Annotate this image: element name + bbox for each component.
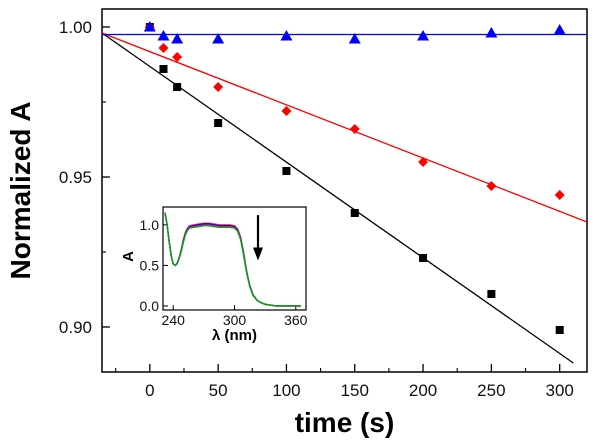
x-tick-label: 150 xyxy=(341,381,369,400)
data-point xyxy=(159,65,168,73)
data-point xyxy=(281,106,292,116)
x-tick-label: 50 xyxy=(209,381,228,400)
x-tick-label: 200 xyxy=(409,381,437,400)
data-point xyxy=(280,30,293,41)
data-point xyxy=(143,21,156,32)
y-tick-label: 0.95 xyxy=(59,168,92,187)
x-tick-label: 100 xyxy=(272,381,300,400)
data-point xyxy=(214,119,223,127)
inset-x-tick-label: 360 xyxy=(284,312,308,328)
main-ticks: 0 50 100 150 200 250 300 0.90 0.95 1.00 xyxy=(59,18,574,400)
y-tick-label: 1.00 xyxy=(59,18,92,37)
data-point xyxy=(485,27,498,38)
x-tick-label: 0 xyxy=(145,381,154,400)
inset-spectra xyxy=(164,212,301,307)
x-axis-title: time (s) xyxy=(295,407,395,438)
markers xyxy=(143,21,566,334)
fit-line xyxy=(101,32,588,223)
data-point xyxy=(554,190,565,200)
data-point xyxy=(172,52,183,62)
inset-y-tick-label: 1.0 xyxy=(140,217,160,233)
x-tick-label: 300 xyxy=(545,381,573,400)
inset-x-tick-label: 300 xyxy=(223,312,247,328)
data-point xyxy=(157,30,170,41)
inset-x-axis-title: λ (nm) xyxy=(212,327,257,344)
plot-frame xyxy=(101,8,588,373)
data-point xyxy=(418,157,429,167)
data-point xyxy=(348,33,361,44)
data-point xyxy=(171,33,184,44)
data-point xyxy=(555,326,564,334)
inset-frame xyxy=(162,206,307,311)
data-point xyxy=(553,24,566,35)
inset-spectrum-line xyxy=(164,212,301,307)
y-axis-title: Normalized A xyxy=(5,102,36,280)
data-point xyxy=(486,181,497,191)
inset-y-axis-title: A xyxy=(120,251,137,262)
down-arrow-icon xyxy=(252,215,263,261)
data-point xyxy=(212,33,225,44)
arrow-head xyxy=(252,247,263,261)
data-point xyxy=(417,30,430,41)
data-point xyxy=(158,43,169,53)
data-point xyxy=(350,209,359,217)
data-point xyxy=(213,82,224,92)
y-tick-label: 0.90 xyxy=(59,318,92,337)
x-tick-label: 250 xyxy=(477,381,505,400)
data-point xyxy=(282,167,291,175)
data-point xyxy=(349,124,360,134)
inset-x-tick-label: 240 xyxy=(162,312,186,328)
inset-y-tick-label: 0.5 xyxy=(140,257,160,273)
main-plot: 0 50 100 150 200 250 300 0.90 0.95 1.00 xyxy=(59,8,588,400)
inset-plot: 240 300 360 0.0 0.5 1.0 λ (nm) A xyxy=(120,206,308,344)
inset-ticks: 240 300 360 0.0 0.5 1.0 xyxy=(140,217,308,328)
data-point xyxy=(173,83,182,91)
inset-y-tick-label: 0.0 xyxy=(140,298,160,314)
data-point xyxy=(419,254,428,262)
data-point xyxy=(487,290,496,298)
